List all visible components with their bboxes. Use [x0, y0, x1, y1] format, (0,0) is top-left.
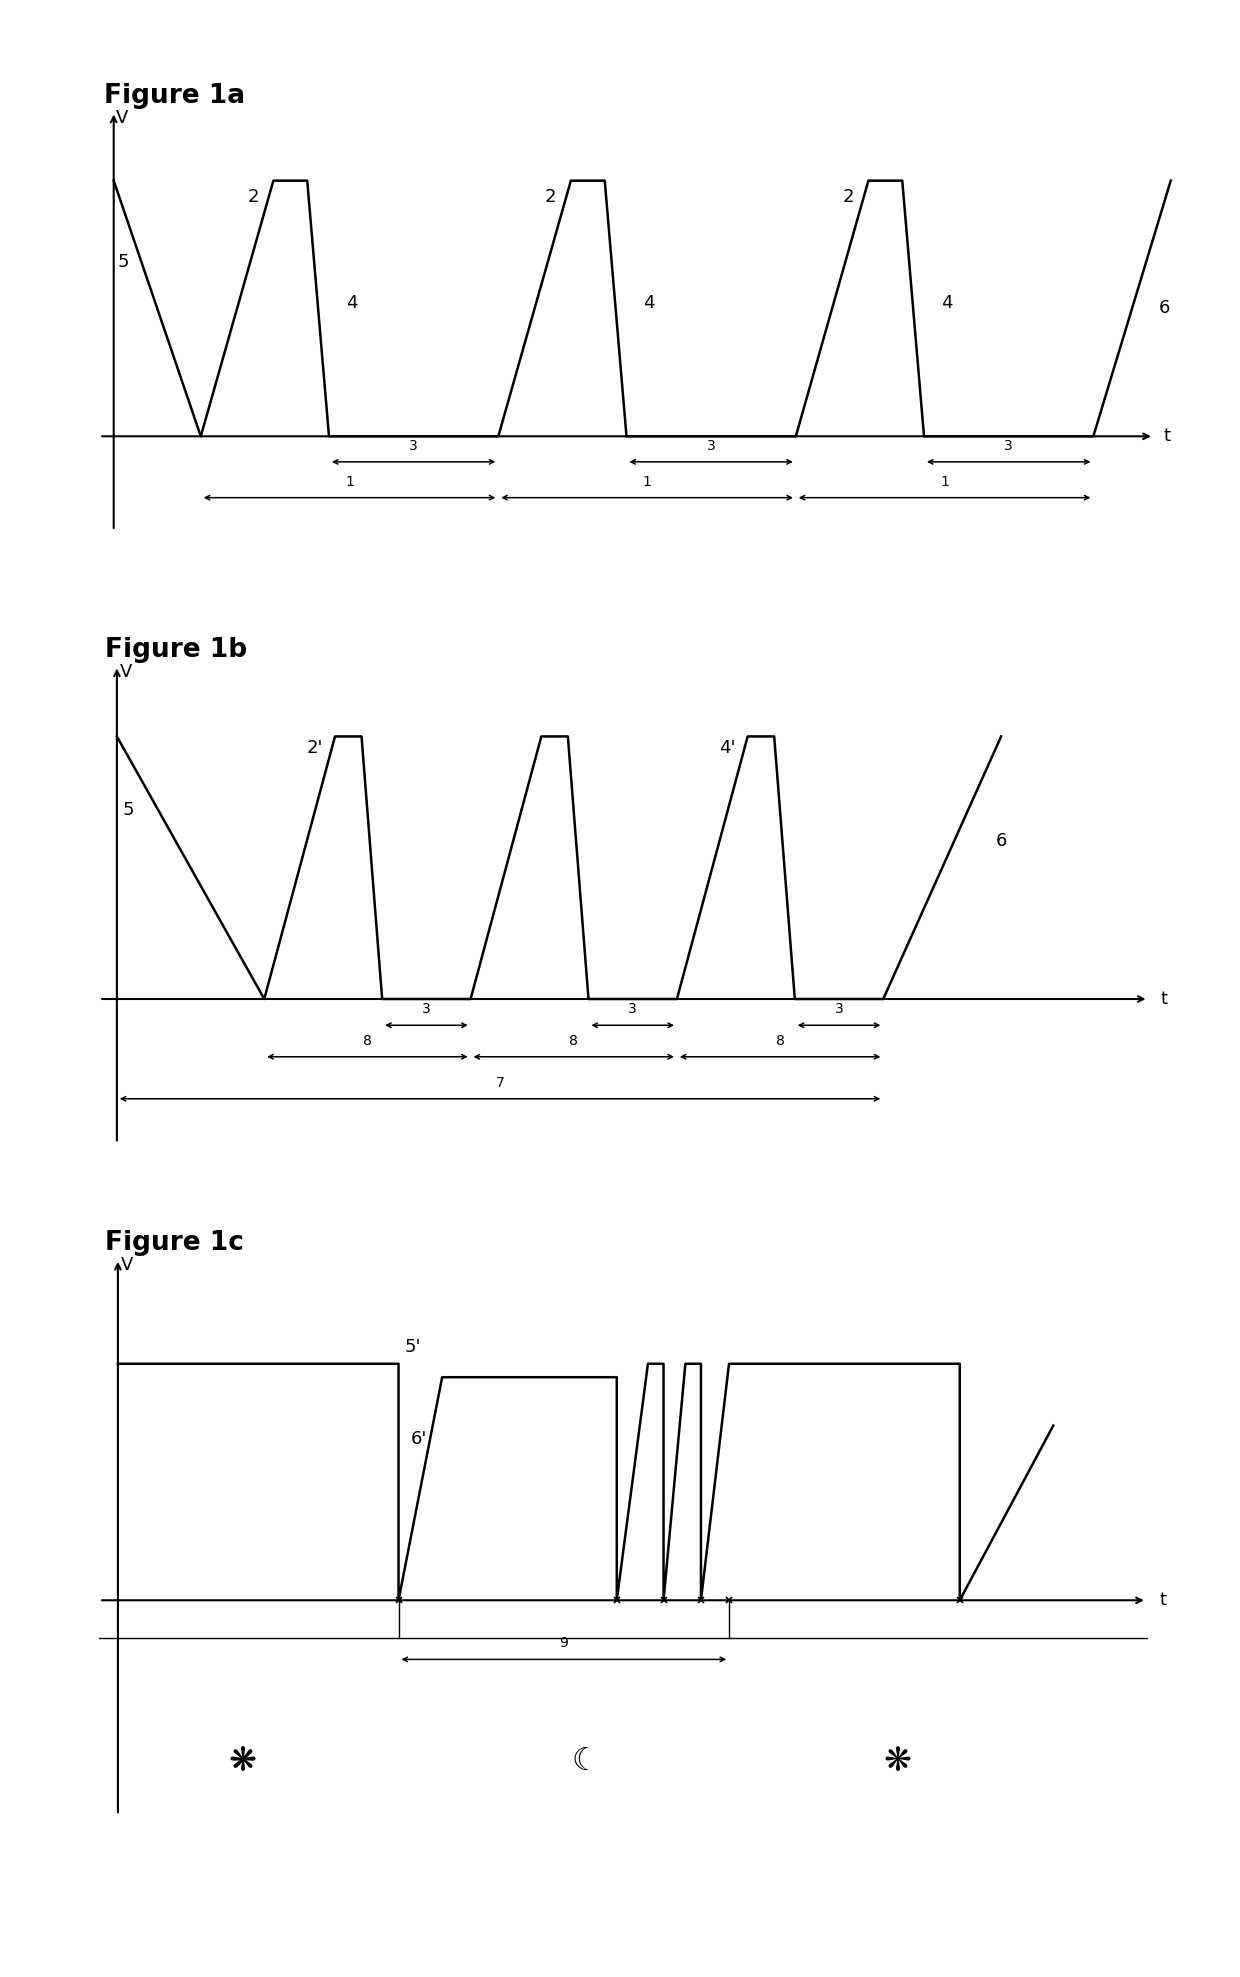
- Text: ❋: ❋: [883, 1746, 911, 1777]
- Text: 5': 5': [404, 1338, 422, 1356]
- Text: 8: 8: [776, 1034, 785, 1048]
- Text: 2: 2: [544, 188, 557, 206]
- Text: 4: 4: [941, 295, 952, 312]
- Text: 1: 1: [642, 474, 651, 488]
- Text: 3: 3: [409, 439, 418, 453]
- Text: 4: 4: [346, 295, 357, 312]
- Text: ✳: ✳: [231, 1748, 254, 1775]
- Text: 3: 3: [629, 1002, 637, 1016]
- Text: 5: 5: [123, 801, 134, 818]
- Text: V: V: [120, 662, 133, 680]
- Text: 4: 4: [644, 295, 655, 312]
- Text: 6: 6: [996, 832, 1007, 850]
- Text: 5: 5: [118, 253, 129, 271]
- Text: 6': 6': [410, 1429, 428, 1447]
- Text: 3: 3: [835, 1002, 843, 1016]
- Text: 1: 1: [345, 474, 353, 488]
- Text: Figure 1a: Figure 1a: [104, 83, 246, 109]
- Text: 8: 8: [363, 1034, 372, 1048]
- Text: 7: 7: [496, 1075, 505, 1089]
- Text: t: t: [1161, 990, 1167, 1008]
- Text: 1: 1: [940, 474, 949, 488]
- Text: 3: 3: [1004, 439, 1013, 453]
- Text: 3: 3: [422, 1002, 430, 1016]
- Text: t: t: [1163, 427, 1171, 445]
- Text: 9: 9: [559, 1637, 568, 1651]
- Text: 3: 3: [707, 439, 715, 453]
- Text: 2': 2': [306, 739, 324, 757]
- Text: V: V: [122, 1255, 134, 1275]
- Text: ☾: ☾: [572, 1748, 599, 1775]
- Text: 2: 2: [247, 188, 259, 206]
- Text: 2: 2: [842, 188, 854, 206]
- Text: ❋: ❋: [228, 1746, 257, 1777]
- Text: 4': 4': [719, 739, 735, 757]
- Text: Figure 1b: Figure 1b: [105, 637, 247, 662]
- Text: Figure 1c: Figure 1c: [105, 1230, 244, 1255]
- Text: 8: 8: [569, 1034, 578, 1048]
- Text: V: V: [117, 109, 129, 127]
- Text: 6: 6: [1158, 299, 1171, 318]
- Text: t: t: [1159, 1591, 1167, 1609]
